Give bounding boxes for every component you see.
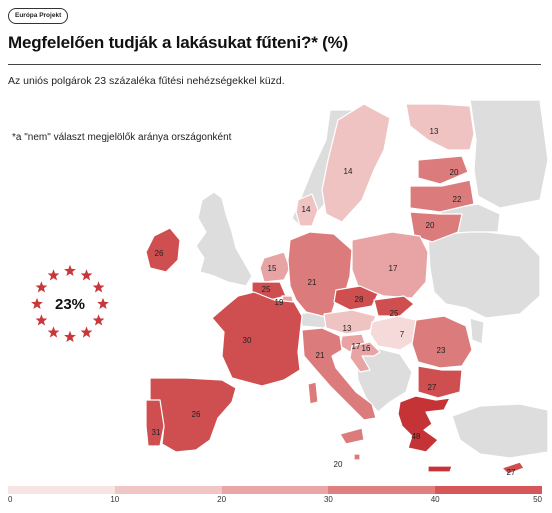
eu-star	[80, 326, 93, 338]
label-slovakia: 25	[390, 309, 399, 318]
label-luxembourg: 19	[275, 298, 284, 307]
region-netherlands	[259, 251, 291, 283]
legend-tick-label: 0	[8, 495, 13, 504]
balkans-shape	[355, 347, 413, 413]
footnote: *a "nem" választ megjelölők aránya orszá…	[12, 132, 232, 143]
label-denmark: 14	[302, 205, 311, 214]
region-austria	[323, 309, 377, 335]
label-austria: 13	[343, 324, 352, 333]
legend-segment	[435, 486, 542, 494]
legend-ticks: 0 10 20 30 40 50	[8, 495, 542, 509]
eu-star	[97, 297, 109, 310]
region-malta	[353, 453, 361, 461]
region-latvia	[409, 179, 475, 213]
eu-countries	[145, 103, 525, 475]
eu-average-value: 23%	[54, 296, 86, 313]
region-ireland	[145, 227, 181, 273]
value-labels: 13 14 20 22 20 14 26 15 25 19 21 17 28 2…	[152, 127, 516, 477]
region-sardinia	[307, 381, 319, 405]
eu-star	[31, 297, 43, 310]
label-bulgaria: 27	[428, 383, 437, 392]
region-crete	[427, 465, 453, 473]
label-ireland: 26	[155, 249, 164, 258]
region-denmark	[295, 193, 319, 227]
subtitle: Az uniós polgárok 23 százaléka fűtési ne…	[8, 75, 285, 87]
region-bulgaria	[417, 365, 463, 399]
region-sicily	[339, 427, 365, 445]
label-croatia: 16	[362, 344, 371, 353]
label-malta: 20	[334, 460, 343, 469]
legend-tick-label: 10	[110, 495, 120, 504]
eu-star	[80, 269, 93, 281]
region-greece	[397, 395, 451, 453]
ukraine-shape	[427, 229, 541, 319]
label-italy: 21	[316, 351, 325, 360]
label-belgium: 25	[262, 285, 271, 294]
label-finland: 13	[430, 127, 439, 136]
page-title: Megfelelően tudják a lakásukat fűteni?* …	[8, 33, 348, 52]
region-portugal	[145, 399, 165, 447]
legend-segment	[221, 486, 329, 494]
label-romania: 23	[437, 346, 446, 355]
eu-star	[47, 269, 60, 281]
label-estonia: 20	[450, 168, 459, 177]
label-spain: 26	[192, 410, 201, 419]
region-cyprus	[501, 461, 525, 475]
label-france: 30	[243, 336, 252, 345]
title-divider	[8, 64, 541, 65]
eu-star	[35, 281, 48, 293]
region-poland	[351, 231, 429, 299]
region-estonia	[417, 155, 469, 185]
region-italy	[301, 327, 377, 421]
region-hungary	[369, 315, 421, 351]
region-romania	[411, 315, 473, 369]
label-latvia: 22	[453, 195, 462, 204]
region-slovakia	[373, 295, 415, 317]
eu-star	[64, 330, 76, 343]
region-croatia	[349, 341, 381, 373]
label-slovenia: 17	[352, 342, 361, 351]
label-cyprus: 27	[507, 468, 516, 477]
legend-tick-label: 40	[430, 495, 440, 504]
color-legend	[8, 486, 542, 494]
region-finland	[405, 103, 475, 151]
legend-tick-label: 20	[217, 495, 227, 504]
legend-tick-label: 30	[323, 495, 333, 504]
legend-segment	[8, 486, 115, 494]
eu-star	[92, 314, 105, 326]
label-poland: 17	[389, 264, 398, 273]
label-hungary: 7	[400, 330, 405, 339]
eu-star	[64, 264, 76, 277]
europe-map: 13 14 20 22 20 14 26 15 25 19 21 17 28 2…	[145, 99, 549, 477]
legend-tick-label: 50	[533, 495, 542, 504]
label-greece: 48	[412, 432, 421, 441]
region-france	[211, 291, 303, 387]
eu-star	[47, 326, 60, 338]
label-sweden: 14	[344, 167, 353, 176]
turkey-shape	[451, 403, 549, 459]
label-netherlands: 15	[268, 264, 277, 273]
label-portugal: 31	[152, 428, 161, 437]
uk-shape	[195, 191, 253, 287]
region-sweden	[321, 103, 391, 223]
moldova-shape	[469, 317, 485, 345]
publisher-badge: Európa Projekt	[8, 8, 69, 24]
nodata-land	[195, 99, 549, 459]
label-czechia: 28	[355, 295, 364, 304]
eu-star	[92, 281, 105, 293]
label-germany: 21	[308, 278, 317, 287]
legend-segment	[328, 486, 436, 494]
eu-star	[35, 314, 48, 326]
eu-stars-icon	[31, 264, 109, 343]
legend-segment	[114, 486, 222, 494]
russia-shape	[469, 99, 549, 209]
region-czechia	[333, 285, 379, 311]
label-lithuania: 20	[426, 221, 435, 230]
